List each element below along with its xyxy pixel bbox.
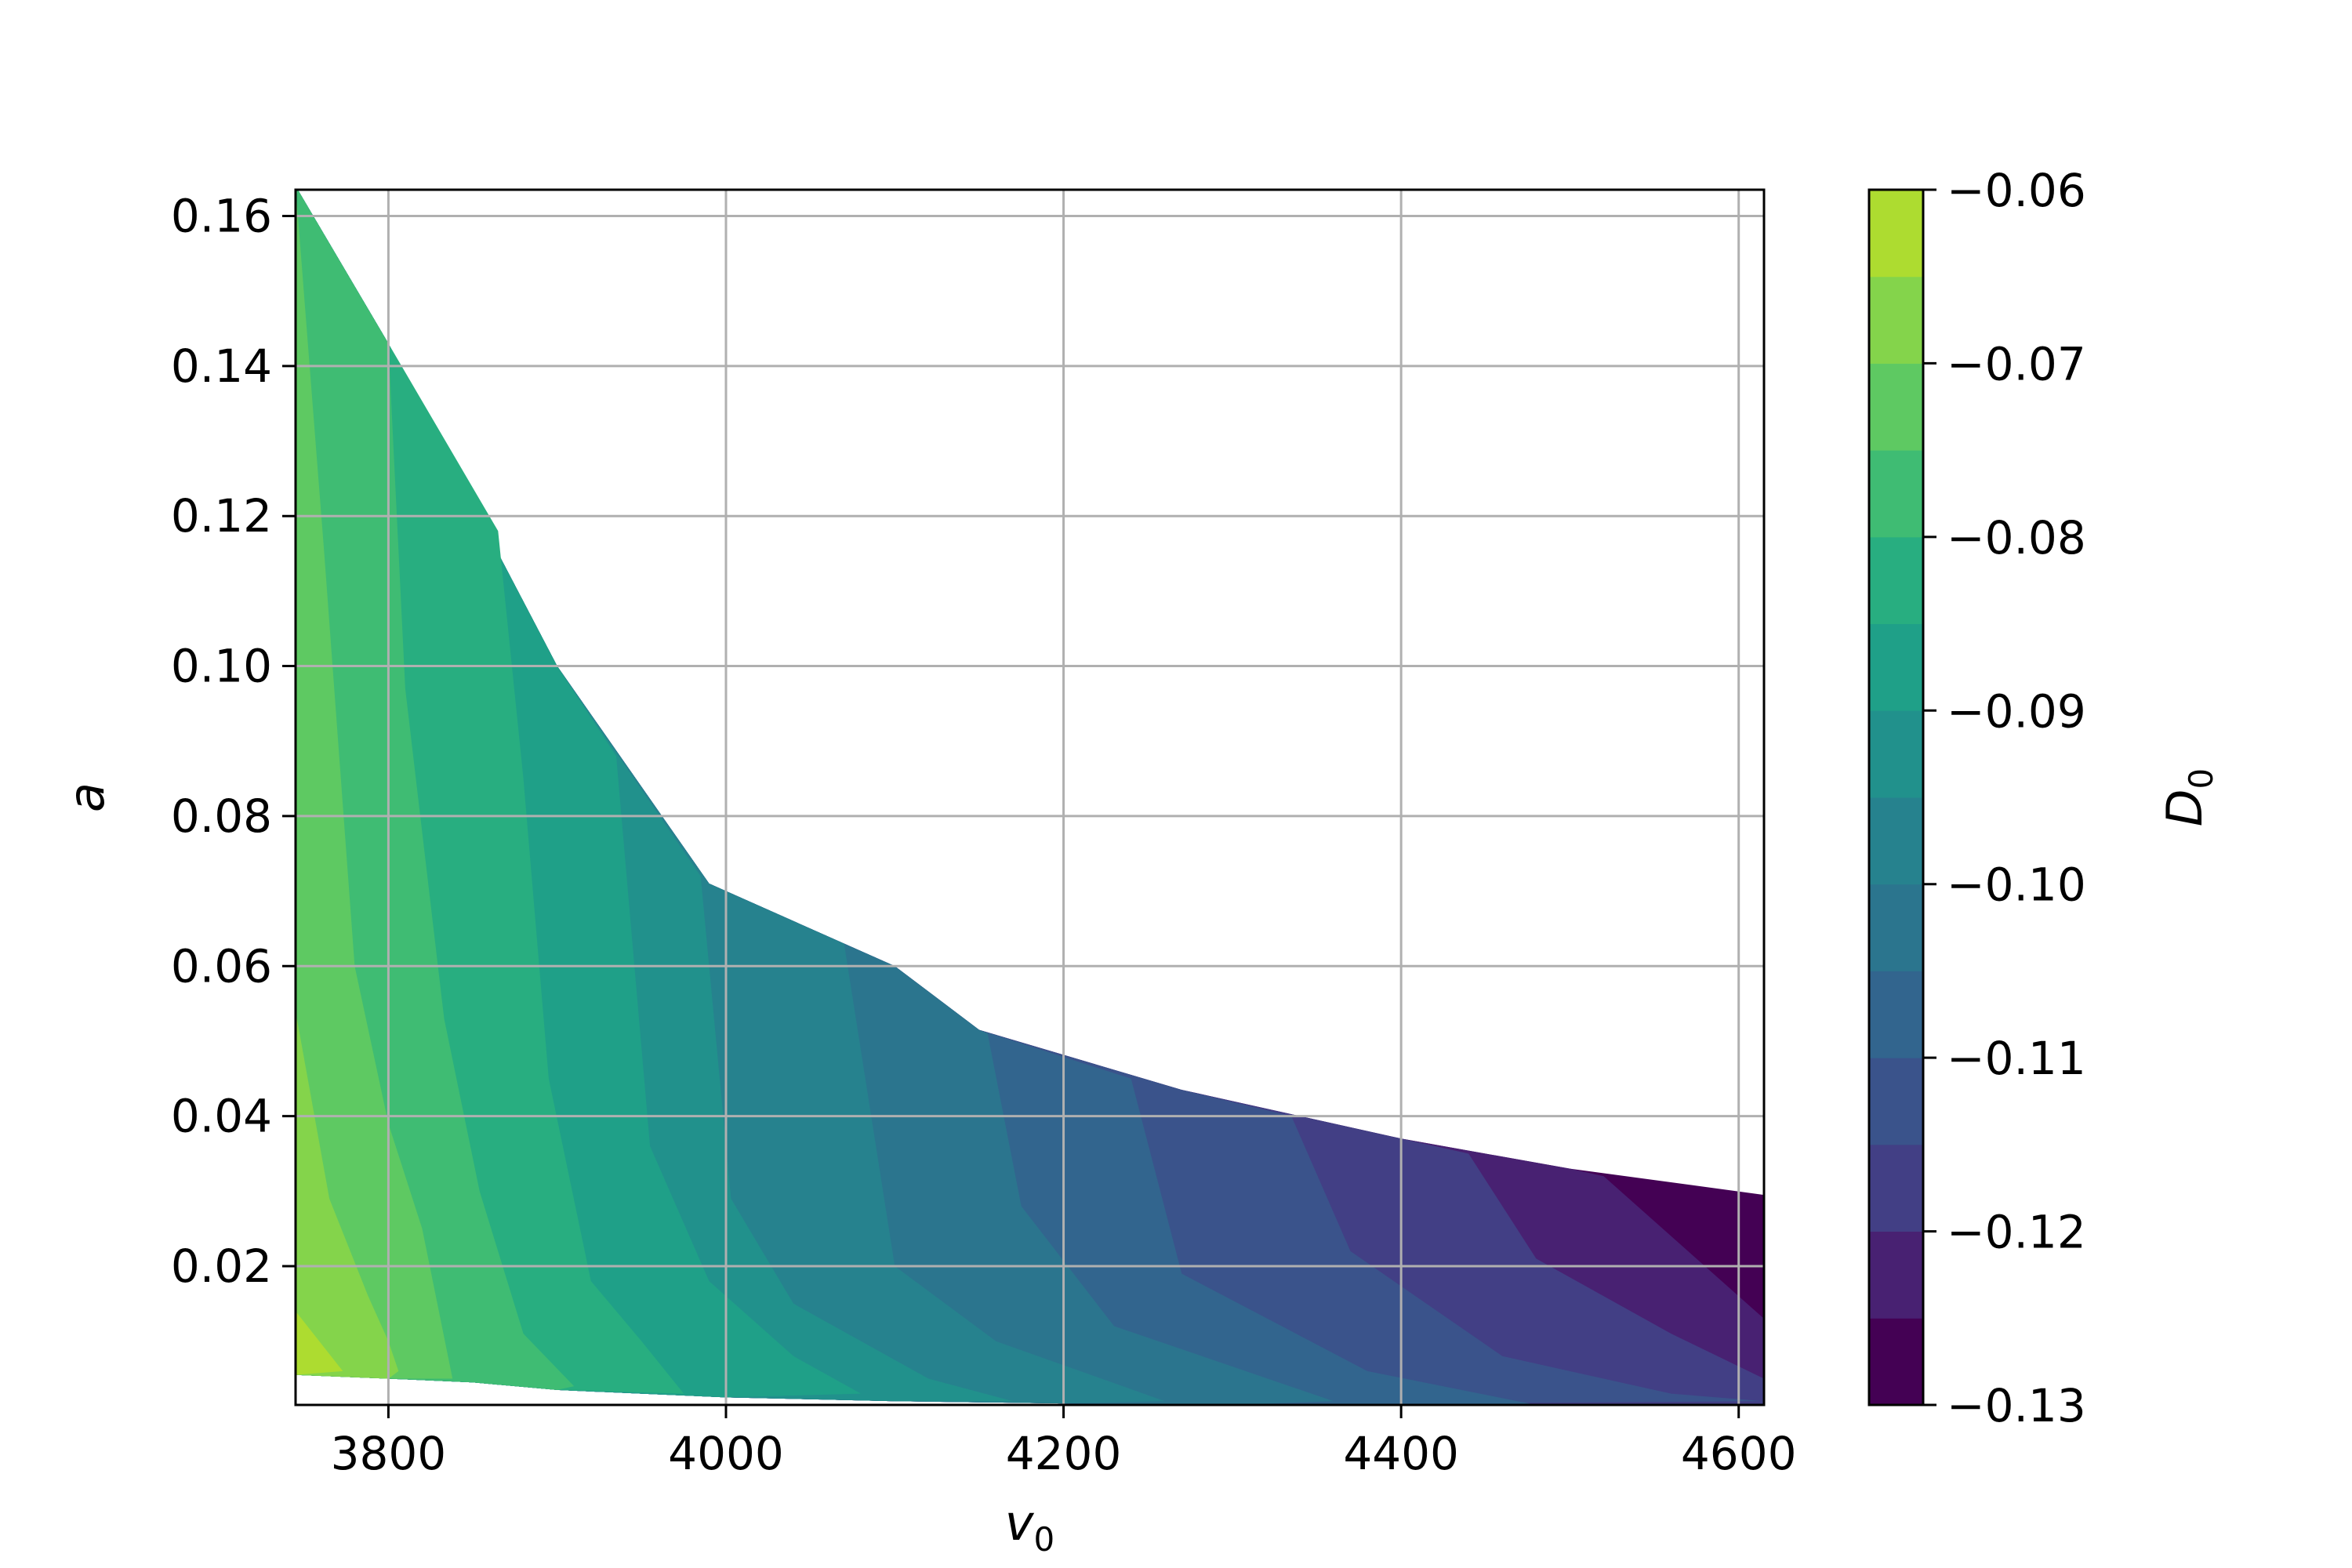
colorbar-tick-label: −0.07: [1947, 337, 2086, 390]
colorbar-segment: [1869, 276, 1923, 364]
x-axis-label: v0: [1005, 1494, 1054, 1559]
y-tick-label: 0.10: [171, 640, 272, 693]
colorbar-tick-label: −0.10: [1947, 858, 2086, 912]
colorbar-label: D0: [2156, 768, 2220, 826]
y-tick-label: 0.08: [171, 789, 272, 843]
plot-frame: [294, 188, 1766, 1406]
colorbar-segment: [1869, 1144, 1923, 1232]
x-axis: 3800 4000 4200 4400 4600: [331, 1405, 1797, 1480]
colorbar-segment: [1869, 190, 1923, 278]
colorbar-segment: [1869, 363, 1923, 451]
x-tick-label: 4200: [1006, 1427, 1122, 1480]
colorbar-tick-label: −0.06: [1947, 164, 2086, 217]
y-axis-label: a: [58, 782, 115, 812]
y-tick-label: 0.04: [171, 1090, 272, 1143]
colorbar-segment: [1869, 450, 1923, 538]
colorbar-frame: [1867, 188, 1925, 1406]
x-tick-label: 4400: [1343, 1427, 1459, 1480]
y-tick-label: 0.02: [171, 1240, 272, 1293]
colorbar-axis: −0.06 −0.07 −0.08 −0.09 −0.10 −0.11 −0.12 −0.13: [1923, 164, 2086, 1432]
colorbar-tick-label: −0.12: [1947, 1206, 2086, 1259]
contour-band: [296, 190, 453, 1379]
colorbar-tick-label: −0.08: [1947, 511, 2086, 564]
contour-band: [296, 190, 399, 1379]
colorbar-segment: [1869, 884, 1923, 971]
x-axis-label-subscript: 0: [1033, 1520, 1054, 1559]
colorbar-tick-label: −0.13: [1947, 1379, 2086, 1432]
contour-fill-layer: [296, 190, 1764, 1405]
colorbar-segment: [1869, 623, 1923, 711]
x-tick-label: 4600: [1681, 1427, 1797, 1480]
colorbar-segment: [1869, 1231, 1923, 1319]
y-tick-label: 0.06: [171, 939, 272, 993]
colorbar-segment: [1869, 971, 1923, 1058]
colorbar-segment: [1869, 797, 1923, 885]
y-tick-label: 0.16: [171, 189, 272, 242]
y-axis: 0.02 0.04 0.06 0.08 0.10 0.12 0.14 0.16: [171, 189, 296, 1293]
x-tick-label: 3800: [331, 1427, 447, 1480]
y-tick-label: 0.12: [171, 489, 272, 543]
y-tick-label: 0.14: [171, 339, 272, 393]
colorbar-tick-label: −0.09: [1947, 684, 2086, 738]
colorbar: [1869, 190, 1923, 1406]
colorbar-segment: [1869, 710, 1923, 798]
colorbar-segment: [1869, 1318, 1923, 1406]
plot-grid: [296, 190, 1764, 1405]
colorbar-segment: [1869, 536, 1923, 625]
colorbar-segment: [1869, 1058, 1923, 1145]
x-tick-label: 4000: [668, 1427, 784, 1480]
colorbar-tick-label: −0.11: [1947, 1032, 2086, 1085]
colorbar-label-subscript: 0: [2182, 768, 2220, 789]
